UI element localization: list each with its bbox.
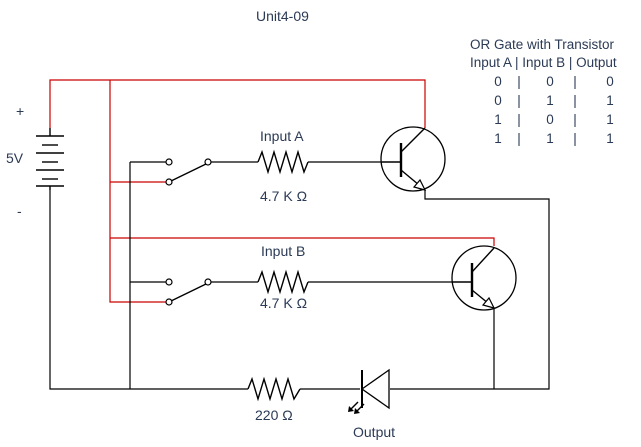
truth-table-cell-b: 1 — [546, 131, 554, 146]
ground-wires — [49, 161, 550, 390]
truth-table-cell-a: 1 — [494, 131, 502, 146]
resistor-led-value: 220 Ω — [255, 407, 293, 423]
truth-table-row: 1 | 1 | 1 — [494, 131, 614, 146]
truth-table-separator: | — [517, 112, 521, 127]
battery-voltage-label: 5V — [6, 150, 24, 166]
battery — [36, 128, 64, 190]
truth-table-cell-output: 0 — [606, 74, 614, 89]
supply-wires — [49, 79, 495, 303]
resistor-b — [257, 269, 452, 295]
truth-table-separator: | — [517, 93, 521, 108]
truth-table-header: Input A | Input B | Output — [470, 55, 617, 70]
resistor-b-value: 4.7 K Ω — [260, 295, 307, 311]
transistor-b — [451, 245, 517, 311]
truth-table-separator: | — [573, 131, 577, 146]
switch-b[interactable] — [165, 278, 258, 306]
truth-table-cell-output: 1 — [606, 112, 614, 127]
resistor-b-name: Input B — [261, 243, 305, 259]
battery-minus-label: - — [17, 203, 22, 219]
truth-table-cell-output: 1 — [606, 131, 614, 146]
resistor-a — [257, 149, 382, 175]
truth-table-cell-a: 1 — [494, 112, 502, 127]
switch-a[interactable] — [165, 158, 258, 186]
truth-table-separator: | — [573, 74, 577, 89]
truth-table-separator: | — [573, 112, 577, 127]
truth-table-cell-a: 0 — [494, 74, 502, 89]
resistor-a-name: Input A — [260, 128, 304, 144]
truth-table-caption: OR Gate with Transistor — [470, 37, 615, 52]
truth-table-row: 0 | 0 | 0 — [494, 74, 614, 89]
output-label: Output — [353, 424, 395, 440]
diagram-title: Unit4-09 — [256, 8, 309, 24]
resistor-a-value: 4.7 K Ω — [260, 188, 307, 204]
output-led — [360, 368, 390, 410]
truth-table: OR Gate with Transistor Input A | Input … — [470, 37, 617, 146]
led-light-arrows-icon — [348, 401, 365, 414]
resistor-led — [247, 376, 301, 402]
truth-table-separator: | — [517, 74, 521, 89]
truth-table-cell-output: 1 — [606, 93, 614, 108]
truth-table-row: 0 | 1 | 1 — [494, 93, 614, 108]
truth-table-cell-a: 0 — [494, 93, 502, 108]
truth-table-cell-b: 1 — [546, 93, 554, 108]
truth-table-separator: | — [573, 93, 577, 108]
truth-table-cell-b: 0 — [546, 112, 554, 127]
truth-table-row: 1 | 0 | 1 — [494, 112, 614, 127]
truth-table-separator: | — [517, 131, 521, 146]
transistor-a — [380, 126, 446, 192]
battery-plus-label: + — [16, 103, 24, 119]
truth-table-cell-b: 0 — [546, 74, 554, 89]
